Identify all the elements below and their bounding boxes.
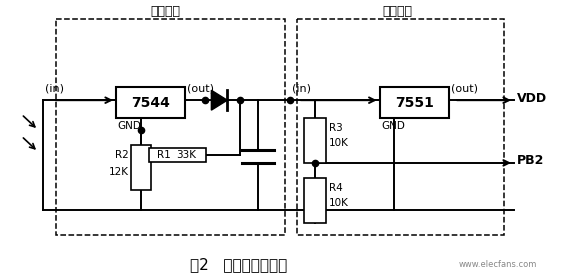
Text: 12K: 12K bbox=[109, 167, 129, 177]
Text: R3: R3 bbox=[329, 123, 342, 133]
Text: (out): (out) bbox=[188, 83, 214, 93]
Text: PB2: PB2 bbox=[517, 154, 544, 167]
Text: 图2   定压、稳压电路: 图2 定压、稳压电路 bbox=[190, 257, 287, 272]
Polygon shape bbox=[211, 90, 227, 110]
Bar bbox=[56, 18, 285, 235]
Text: VDD: VDD bbox=[517, 92, 547, 105]
Text: 10K: 10K bbox=[329, 138, 349, 148]
Text: 稳压电路: 稳压电路 bbox=[382, 5, 412, 18]
Bar bbox=[297, 18, 504, 235]
Text: R1: R1 bbox=[156, 150, 170, 160]
Text: www.elecfans.com: www.elecfans.com bbox=[459, 260, 537, 269]
Text: 33K: 33K bbox=[176, 150, 197, 160]
Bar bbox=[149, 148, 206, 162]
Text: GND: GND bbox=[118, 121, 142, 131]
Text: 10K: 10K bbox=[329, 198, 349, 208]
Bar bbox=[304, 118, 326, 163]
Text: R2: R2 bbox=[115, 150, 129, 160]
Text: 定压电路: 定压电路 bbox=[151, 5, 180, 18]
Bar bbox=[379, 87, 449, 118]
Text: R4: R4 bbox=[329, 183, 342, 193]
Text: (out): (out) bbox=[451, 83, 478, 93]
Text: GND: GND bbox=[382, 121, 405, 131]
Text: 7544: 7544 bbox=[131, 96, 170, 110]
Bar bbox=[131, 145, 151, 190]
Text: (in): (in) bbox=[45, 83, 64, 93]
Text: 7551: 7551 bbox=[395, 96, 434, 110]
Bar bbox=[304, 178, 326, 223]
Text: (in): (in) bbox=[292, 83, 311, 93]
Bar bbox=[116, 87, 185, 118]
